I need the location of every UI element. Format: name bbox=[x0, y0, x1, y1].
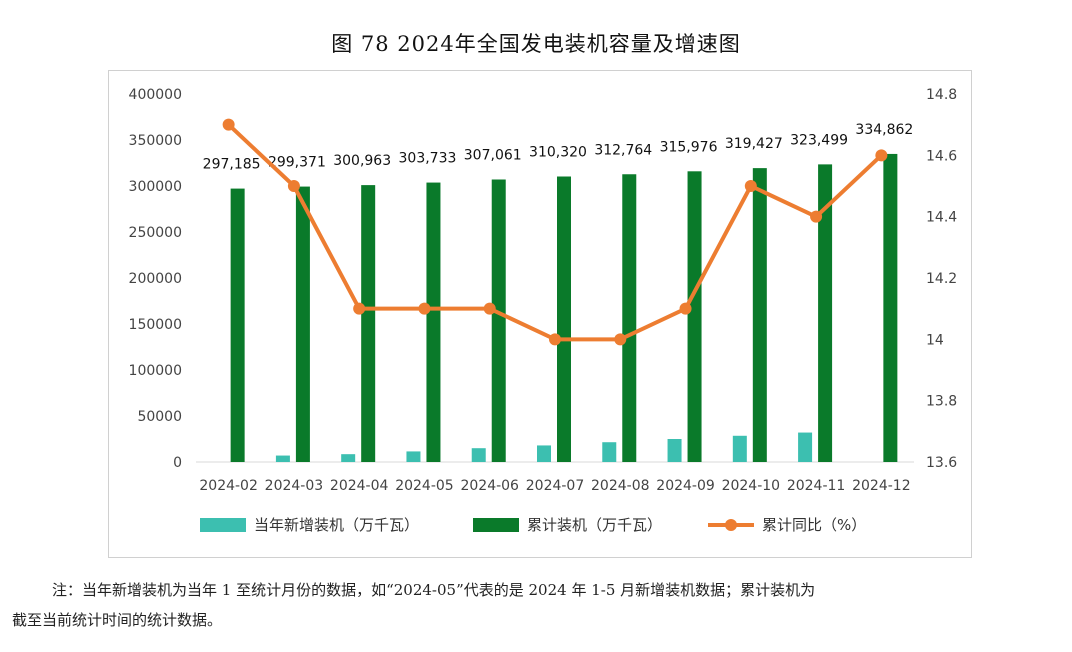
yoy-growth-point bbox=[875, 149, 888, 162]
cumulative-data-label: 300,963 bbox=[333, 153, 391, 169]
new-capacity-bar bbox=[798, 432, 813, 462]
yoy-growth-point bbox=[418, 302, 431, 315]
cumulative-data-label: 323,499 bbox=[790, 132, 848, 148]
cumulative-capacity-bar bbox=[622, 174, 637, 462]
cumulative-capacity-bar bbox=[883, 153, 898, 463]
right-axis-tick-label: 14 bbox=[926, 332, 944, 348]
yoy-growth-point bbox=[222, 118, 235, 131]
x-axis-tick-label: 2024-03 bbox=[265, 478, 324, 494]
cumulative-capacity-bar bbox=[818, 164, 833, 462]
x-axis-tick-label: 2024-10 bbox=[722, 478, 781, 494]
yoy-growth-point bbox=[353, 302, 366, 315]
cumulative-capacity-bar bbox=[230, 188, 245, 463]
bar-data-labels: 297,185 299,371 300,963 303,733 307,061 310,3… bbox=[203, 122, 914, 173]
left-axis-tick-label: 300000 bbox=[129, 179, 182, 195]
right-axis-tick-label: 14.6 bbox=[926, 148, 957, 164]
new-capacity-bar bbox=[667, 439, 682, 462]
cumulative-capacity-bar bbox=[295, 186, 310, 462]
right-axis-tick-label: 13.6 bbox=[926, 455, 957, 471]
cumulative-data-label: 310,320 bbox=[529, 145, 587, 161]
chart-title: 图 78 2024年全国发电装机容量及增速图 bbox=[331, 32, 741, 56]
cumulative-capacity-bar bbox=[557, 176, 571, 462]
x-axis-tick-label: 2024-08 bbox=[591, 478, 650, 494]
left-axis-ticks: 0 50000 100000 150000 200000 250000 300000 3500… bbox=[129, 87, 182, 471]
new-capacity-bar bbox=[275, 455, 290, 462]
legend-swatch-yoy-marker bbox=[725, 519, 737, 531]
line-series bbox=[222, 118, 888, 346]
cumulative-capacity-bar bbox=[491, 179, 506, 462]
left-axis-tick-label: 50000 bbox=[137, 409, 182, 425]
right-axis-ticks: 13.6 13.8 14 14.2 14.4 14.6 14.8 bbox=[926, 87, 957, 471]
new-capacity-bar bbox=[537, 445, 551, 462]
yoy-growth-point bbox=[614, 333, 627, 346]
left-axis-tick-label: 200000 bbox=[129, 271, 182, 287]
new-capacity-bar bbox=[406, 451, 421, 462]
legend-swatch-cumulative bbox=[473, 518, 519, 532]
yoy-growth-point bbox=[549, 333, 561, 346]
left-axis-tick-label: 100000 bbox=[129, 363, 182, 379]
new-capacity-bar bbox=[602, 442, 617, 462]
x-axis-tick-label: 2024-11 bbox=[787, 478, 846, 494]
legend-label-cumulative: 累计装机（万千瓦） bbox=[527, 516, 662, 534]
bar-series bbox=[230, 153, 898, 463]
right-axis-tick-label: 13.8 bbox=[926, 394, 957, 410]
left-axis-tick-label: 0 bbox=[173, 455, 182, 471]
cumulative-capacity-bar bbox=[426, 182, 441, 462]
cumulative-data-label: 297,185 bbox=[203, 157, 261, 173]
yoy-growth-point bbox=[483, 302, 496, 315]
x-axis-tick-label: 2024-06 bbox=[460, 478, 519, 494]
cumulative-capacity-bar bbox=[361, 185, 376, 462]
cumulative-data-label: 315,976 bbox=[660, 139, 718, 155]
yoy-growth-point bbox=[744, 180, 757, 192]
chart-frame bbox=[108, 70, 972, 558]
yoy-growth-point bbox=[287, 180, 300, 192]
legend: 当年新增装机（万千瓦） 累计装机（万千瓦） 累计同比（%） bbox=[200, 516, 866, 534]
x-axis-ticks: 2024-02 2024-03 2024-04 2024-05 2024-06 2024-… bbox=[199, 478, 910, 494]
right-axis-tick-label: 14.4 bbox=[926, 210, 957, 226]
legend-label-new-capacity: 当年新增装机（万千瓦） bbox=[254, 516, 419, 534]
cumulative-capacity-bar bbox=[687, 171, 702, 463]
cumulative-data-label: 303,733 bbox=[399, 151, 457, 167]
legend-swatch-new-capacity bbox=[200, 518, 246, 532]
cumulative-data-label: 312,764 bbox=[594, 142, 652, 158]
x-axis-tick-label: 2024-09 bbox=[656, 478, 715, 494]
x-axis-tick-label: 2024-04 bbox=[330, 478, 389, 494]
cumulative-data-label: 299,371 bbox=[268, 155, 326, 171]
left-axis-tick-label: 350000 bbox=[129, 133, 182, 149]
legend-label-yoy: 累计同比（%） bbox=[762, 516, 866, 534]
yoy-growth-point bbox=[810, 210, 823, 223]
cumulative-capacity-bar bbox=[752, 168, 767, 462]
footnote-line-2: 截至当前统计时间的统计数据。 bbox=[12, 611, 223, 629]
x-axis-tick-label: 2024-07 bbox=[526, 478, 585, 494]
new-capacity-bar bbox=[341, 454, 356, 462]
footnote-line-1: 注：当年新增装机为当年 1 至统计月份的数据，如“2024-05”代表的是 20… bbox=[52, 581, 816, 599]
left-axis-tick-label: 250000 bbox=[129, 225, 182, 241]
footnote: 注：当年新增装机为当年 1 至统计月份的数据，如“2024-05”代表的是 20… bbox=[12, 575, 1068, 635]
x-axis-tick-label: 2024-02 bbox=[199, 478, 258, 494]
new-capacity-bar bbox=[471, 448, 486, 462]
yoy-growth-point bbox=[679, 302, 692, 315]
cumulative-data-label: 307,061 bbox=[464, 148, 522, 164]
right-axis-tick-label: 14.2 bbox=[926, 271, 957, 287]
cumulative-data-label: 334,862 bbox=[855, 122, 913, 138]
x-axis-tick-label: 2024-05 bbox=[395, 478, 454, 494]
cumulative-data-label: 319,427 bbox=[725, 136, 783, 152]
right-axis-tick-label: 14.8 bbox=[926, 87, 957, 103]
x-axis-tick-label: 2024-12 bbox=[852, 478, 911, 494]
left-axis-tick-label: 150000 bbox=[129, 317, 182, 333]
left-axis-tick-label: 400000 bbox=[129, 87, 182, 103]
new-capacity-bar bbox=[732, 435, 747, 462]
